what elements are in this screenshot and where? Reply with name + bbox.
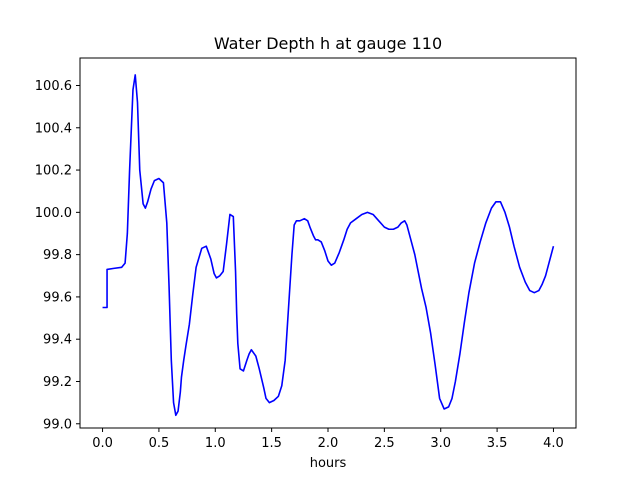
y-tick-label: 99.4 bbox=[43, 333, 72, 348]
x-tick-label: 2.0 bbox=[318, 436, 339, 451]
y-axis: 99.0 99.2 99.4 99.6 99.8 100.0 100.2 100.4 100.6 bbox=[35, 79, 80, 432]
x-tick-label: 0.5 bbox=[149, 436, 170, 451]
y-tick-label: 99.8 bbox=[43, 248, 72, 263]
x-tick-label: 1.0 bbox=[205, 436, 226, 451]
y-tick-label: 100.0 bbox=[35, 206, 72, 221]
y-tick-label: 99.2 bbox=[43, 375, 72, 390]
x-tick-label: 4.0 bbox=[543, 436, 564, 451]
x-axis: 0.0 0.5 1.0 1.5 2.0 2.5 3.0 3.5 4.0 bbox=[92, 428, 564, 451]
y-tick-label: 100.2 bbox=[35, 164, 72, 179]
x-tick-label: 2.5 bbox=[374, 436, 395, 451]
x-axis-label: hours bbox=[310, 456, 347, 471]
chart-title: Water Depth h at gauge 110 bbox=[214, 34, 442, 53]
y-tick-label: 99.6 bbox=[43, 290, 72, 305]
y-tick-label: 99.0 bbox=[43, 417, 72, 432]
x-tick-label: 1.5 bbox=[261, 436, 282, 451]
x-tick-label: 3.5 bbox=[487, 436, 508, 451]
series-line bbox=[102, 74, 555, 417]
x-tick-label: 0.0 bbox=[92, 436, 113, 451]
x-tick-label: 3.0 bbox=[430, 436, 451, 451]
y-tick-label: 100.4 bbox=[35, 121, 72, 136]
y-tick-label: 100.6 bbox=[35, 79, 72, 94]
